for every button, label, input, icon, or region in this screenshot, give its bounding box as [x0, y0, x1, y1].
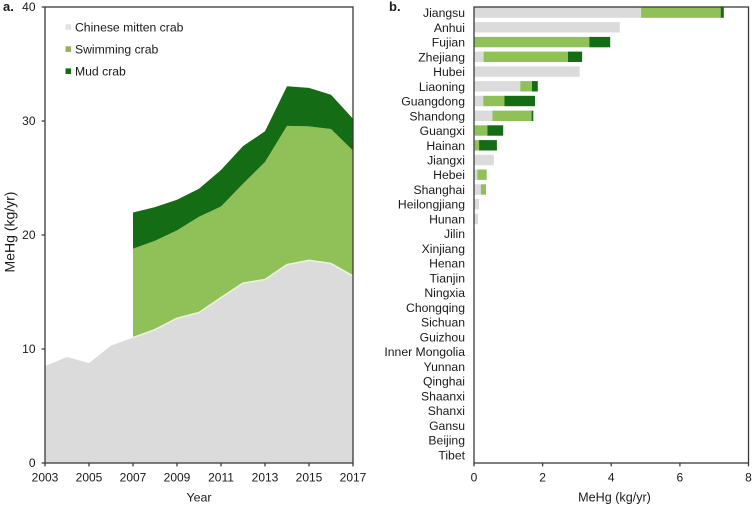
svg-text:Swimming crab: Swimming crab: [75, 43, 159, 57]
svg-text:Shandong: Shandong: [409, 109, 465, 123]
svg-text:Chinese mitten crab: Chinese mitten crab: [75, 21, 184, 35]
svg-text:4: 4: [608, 471, 615, 485]
svg-text:Fujian: Fujian: [432, 36, 465, 50]
svg-text:Zhejiang: Zhejiang: [418, 50, 465, 64]
svg-text:Liaoning: Liaoning: [419, 80, 465, 94]
svg-text:Jilin: Jilin: [444, 227, 465, 241]
svg-text:2009: 2009: [164, 471, 191, 485]
svg-text:0: 0: [29, 456, 36, 470]
svg-text:b.: b.: [389, 0, 401, 14]
svg-text:Hainan: Hainan: [426, 139, 465, 153]
svg-text:Chongqing: Chongqing: [406, 301, 465, 315]
svg-text:6: 6: [677, 471, 684, 485]
svg-text:10: 10: [22, 342, 36, 356]
svg-text:Tianjin: Tianjin: [430, 271, 465, 285]
svg-text:Ningxia: Ningxia: [424, 286, 465, 300]
svg-text:8: 8: [745, 471, 752, 485]
svg-text:Year: Year: [186, 491, 211, 505]
svg-text:Hebei: Hebei: [433, 168, 465, 182]
svg-text:Anhui: Anhui: [434, 21, 465, 35]
svg-text:2011: 2011: [208, 471, 234, 485]
svg-text:Hubei: Hubei: [433, 65, 465, 79]
svg-text:30: 30: [22, 114, 36, 128]
svg-text:Jiangsu: Jiangsu: [423, 6, 465, 20]
svg-text:Gansu: Gansu: [429, 419, 465, 433]
svg-text:Inner Mongolia: Inner Mongolia: [384, 345, 465, 359]
svg-text:a.: a.: [3, 0, 14, 14]
svg-text:2003: 2003: [32, 471, 59, 485]
svg-text:40: 40: [22, 0, 36, 14]
svg-text:2015: 2015: [296, 471, 323, 485]
svg-text:Shanxi: Shanxi: [428, 404, 465, 418]
svg-text:Guangxi: Guangxi: [420, 124, 465, 138]
svg-text:Shanghai: Shanghai: [413, 183, 465, 197]
svg-text:MeHg (kg/yr): MeHg (kg/yr): [2, 192, 18, 273]
svg-text:Yunnan: Yunnan: [424, 360, 465, 374]
svg-text:Jiangxi: Jiangxi: [427, 154, 465, 168]
svg-text:Qinghai: Qinghai: [423, 375, 465, 389]
svg-text:MeHg (kg/yr): MeHg (kg/yr): [578, 491, 651, 505]
svg-text:2013: 2013: [252, 471, 279, 485]
svg-text:2: 2: [539, 471, 546, 485]
svg-text:Hunan: Hunan: [429, 213, 465, 227]
svg-text:Shaanxi: Shaanxi: [421, 389, 465, 403]
svg-text:20: 20: [22, 228, 36, 242]
svg-text:Beijing: Beijing: [428, 434, 465, 448]
svg-text:0: 0: [471, 471, 478, 485]
svg-text:Guizhou: Guizhou: [420, 330, 465, 344]
svg-text:2005: 2005: [76, 471, 103, 485]
svg-text:Tibet: Tibet: [438, 448, 465, 462]
svg-text:Guangdong: Guangdong: [401, 95, 465, 109]
svg-text:Heilongjiang: Heilongjiang: [398, 198, 465, 212]
svg-text:2017: 2017: [340, 471, 367, 485]
svg-text:Sichuan: Sichuan: [421, 316, 465, 330]
svg-text:2007: 2007: [120, 471, 147, 485]
svg-text:Henan: Henan: [429, 257, 465, 271]
svg-text:Xinjiang: Xinjiang: [422, 242, 465, 256]
svg-text:Mud crab: Mud crab: [75, 65, 126, 79]
